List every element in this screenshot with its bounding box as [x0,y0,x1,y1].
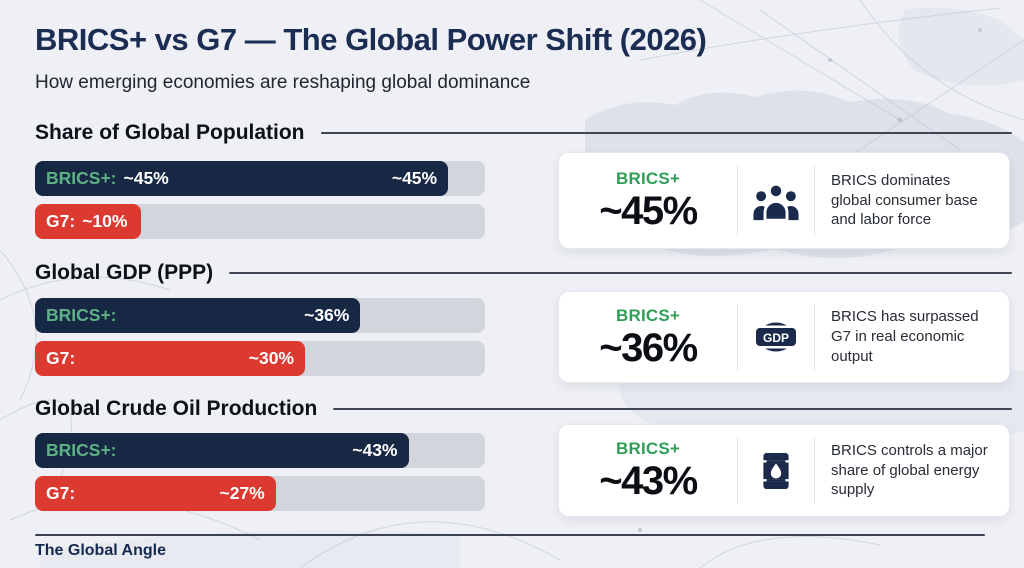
heading-rule [320,132,1012,134]
bar-end-value: ~43% [352,440,398,460]
population-brics-bar: BRICS+: ~45% ~45% [35,161,449,196]
page-title: BRICS+ vs G7 — The Global Power Shift (2… [35,22,707,57]
bar-end-value: ~36% [304,305,350,325]
gdp-g7-bar: G7: ~30% [35,341,305,376]
oil-brics-bar: BRICS+: ~43% [35,433,409,468]
oil-g7-bar-track: G7: ~27% [35,476,485,511]
population-g7-bar-track: G7: ~10% [35,204,485,239]
bar-end-value: ~45% [391,168,438,188]
section-heading: Share of Global Population [35,121,305,144]
section-population-heading-row: Share of Global Population [35,121,1012,145]
section-gdp-heading-row: Global GDP (PPP) [35,261,1012,285]
bar-end-value: ~30% [248,348,294,368]
oil-g7-bar: G7: ~27% [35,476,276,511]
gdp-g7-bar-track: G7: ~30% [35,341,485,376]
card-stat-value: ~43% [599,459,698,503]
bar-label: G7: [46,211,76,231]
card-group-label: BRICS+ [615,169,681,188]
card-group-label: BRICS+ [615,305,681,325]
heading-rule [333,408,1012,410]
card-stat-value: ~36% [599,325,698,370]
section-oil-heading-row: Global Crude Oil Production [35,397,1012,421]
bar-inline-value: ~10% [82,211,128,231]
bar-label: BRICS+: [46,168,117,188]
card-description: BRICS controls a major share of global e… [831,441,988,499]
card-stat-value: ~45% [599,189,698,233]
heading-rule [229,272,1012,274]
card-description: BRICS has surpassed G7 in real economic … [831,308,979,365]
oil-barrel-icon [738,449,814,493]
card-group-label: BRICS+ [615,439,681,458]
card-divider [737,304,738,370]
page-subtitle: How emerging economies are reshaping glo… [35,72,531,93]
gdp-brics-bar-track: BRICS+: ~36% [35,298,485,333]
bar-end-value: ~27% [219,483,265,503]
population-g7-bar: G7: ~10% [35,204,141,239]
footer-brand: The Global Angle [35,542,166,559]
card-divider [814,304,815,370]
bar-label: BRICS+: [46,305,117,325]
people-icon [738,181,814,221]
card-divider [737,437,738,504]
gdp-brics-bar: BRICS+: ~36% [35,298,361,333]
bar-label: G7: [46,348,76,368]
gdp-badge-icon: GDP [738,316,814,358]
bar-label: BRICS+: [46,440,117,460]
population-brics-bar-track: BRICS+: ~45% ~45% [35,161,485,196]
oil-summary-card: BRICS+ ~43% BRICS controls a major share… [558,424,1010,517]
bar-inline-value: ~45% [123,168,169,188]
card-description: BRICS dominates global consumer base and… [831,171,978,229]
oil-brics-bar-track: BRICS+: ~43% [35,433,485,468]
section-heading: Global GDP (PPP) [35,261,214,284]
bar-label: G7: [46,483,76,503]
gdp-summary-card: BRICS+ ~36% GDP BRICS has surpassed G7 i… [558,291,1010,383]
card-divider [814,437,815,504]
section-heading: Global Crude Oil Production [35,397,318,420]
population-summary-card: BRICS+ ~45% BRICS dominates global consu… [558,152,1010,249]
footer-rule [35,534,985,536]
svg-text:GDP: GDP [763,331,789,345]
